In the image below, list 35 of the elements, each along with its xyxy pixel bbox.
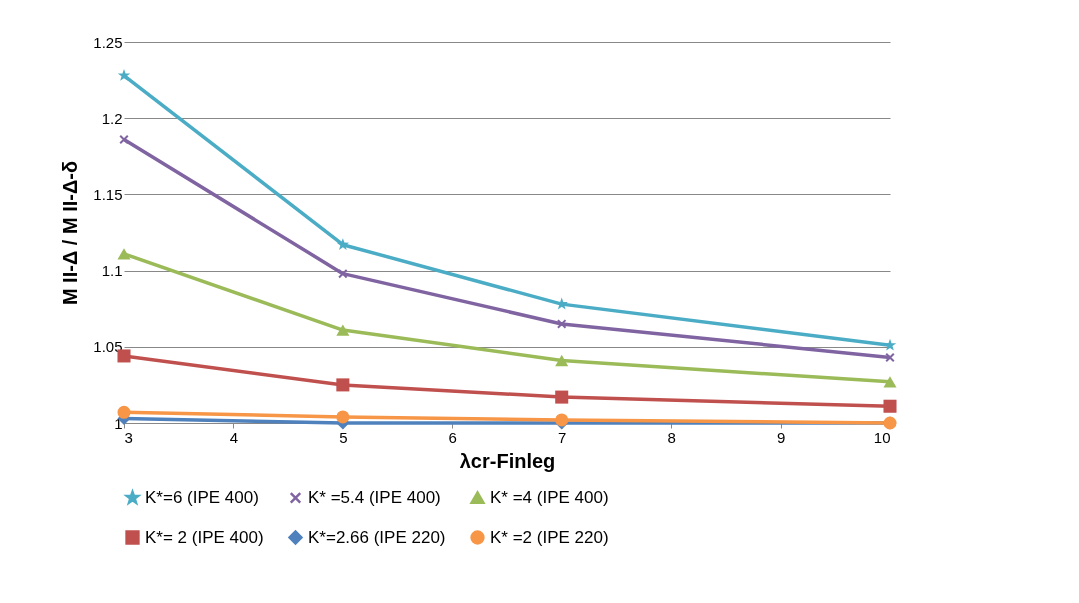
point	[336, 378, 350, 392]
point	[885, 352, 895, 363]
point	[117, 69, 131, 81]
x-tick-label: 7	[558, 428, 567, 446]
legend-label: K* =2 (IPE 220)	[490, 527, 609, 547]
point	[555, 354, 569, 367]
y-tick-label: 1.05	[93, 338, 123, 356]
point	[336, 324, 350, 336]
y-axis-title: M II-Δ / M II-Δ-δ	[59, 160, 82, 306]
point	[883, 399, 897, 413]
legend-label: K* =5.4 (IPE 400)	[308, 487, 441, 507]
legend-label: K*=2.66 (IPE 220)	[308, 527, 446, 547]
x-tick-label: 5	[339, 428, 348, 446]
legend-label: K*= 2 (IPE 400)	[145, 527, 264, 547]
x-tick-label: 6	[448, 428, 457, 446]
x-tick-label: 8	[667, 428, 676, 446]
y-tick-label: 1	[114, 414, 123, 432]
legend-label: K* =4 (IPE 400)	[490, 487, 609, 507]
x-tick-label: 9	[776, 428, 786, 446]
point	[555, 390, 569, 404]
x-tick-label: 10	[873, 428, 891, 446]
point	[336, 238, 350, 250]
point	[336, 410, 350, 424]
legend-label: K*=6 (IPE 400)	[145, 487, 259, 507]
x-tick-label: 4	[229, 428, 239, 446]
x-tick-label: 3	[124, 428, 133, 446]
point	[119, 134, 129, 145]
y-tick-label: 1.15	[93, 185, 123, 203]
x-axis-title: λcr-Finleg	[459, 449, 556, 472]
y-tick-label: 1.25	[93, 33, 123, 51]
point	[117, 405, 131, 419]
point	[556, 319, 567, 329]
y-tick-label: 1.1	[101, 262, 123, 280]
y-tick-label: 1.2	[101, 109, 123, 127]
point	[338, 268, 348, 279]
